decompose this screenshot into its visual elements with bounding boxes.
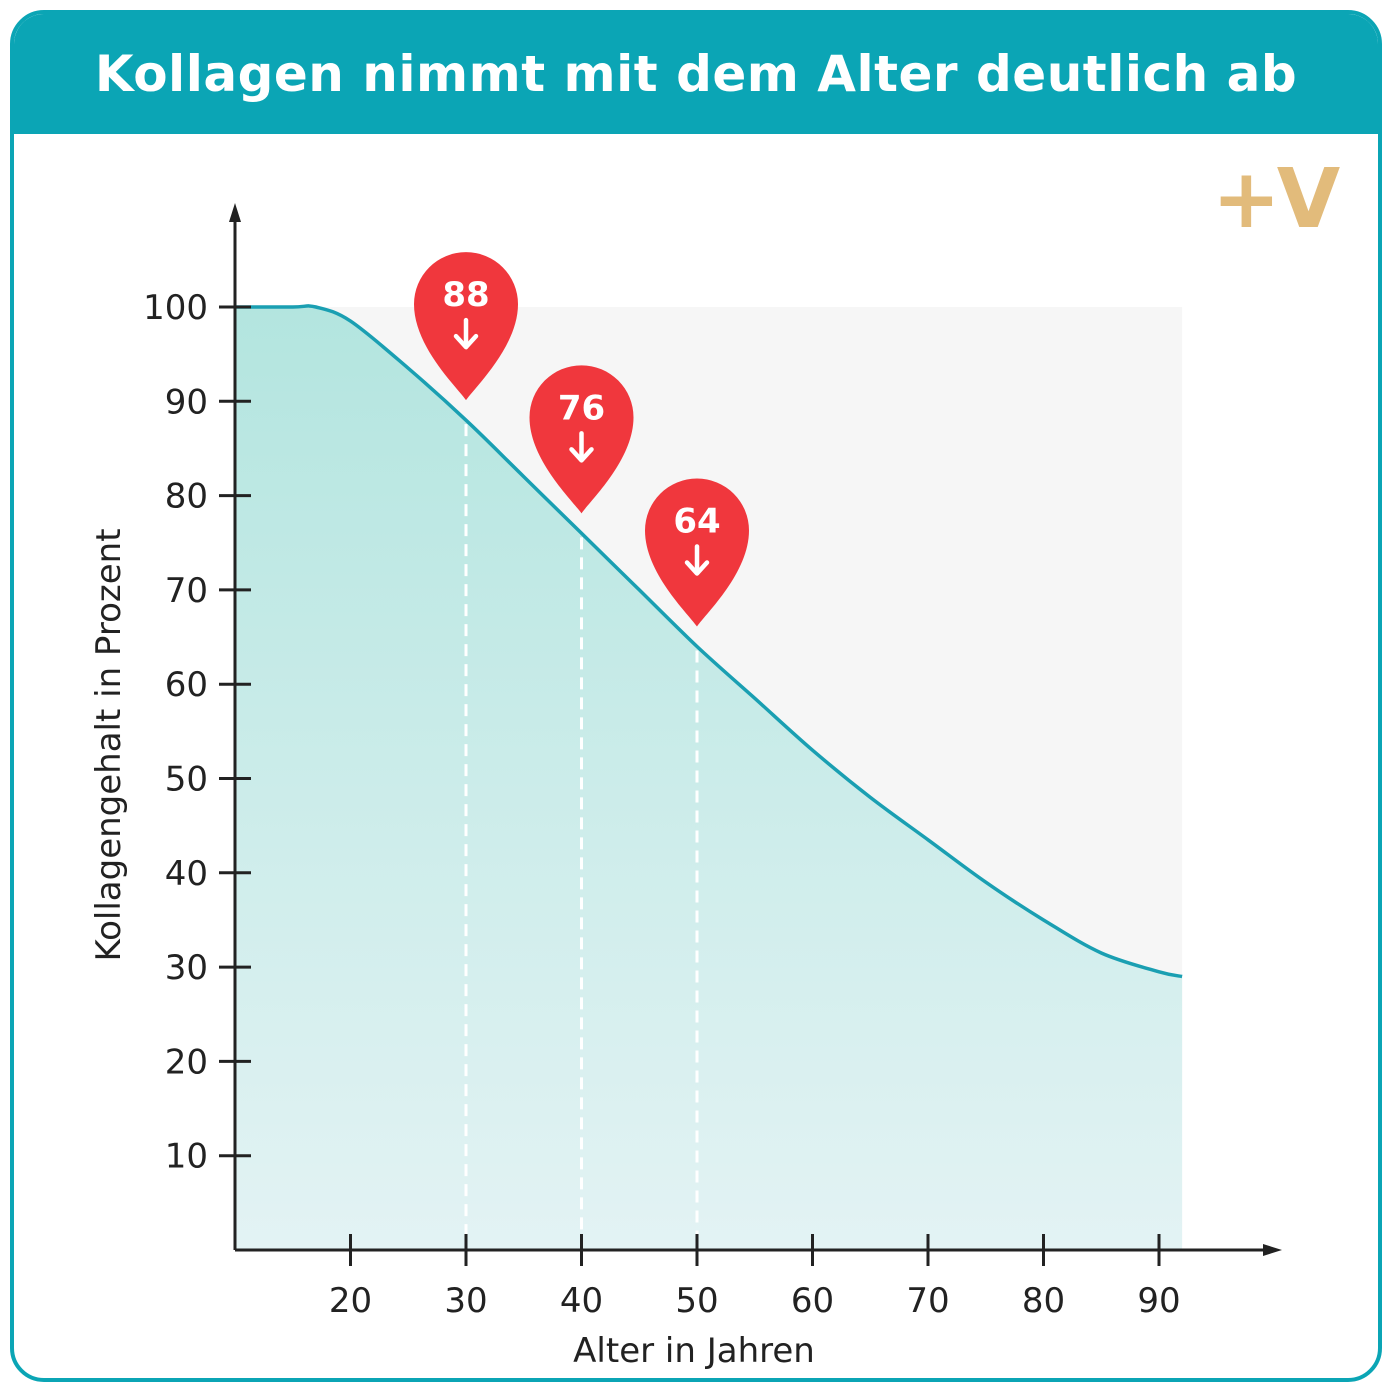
y-tick-label: 50 <box>165 760 208 800</box>
y-tick-label: 70 <box>165 571 208 611</box>
marker-value-label: 88 <box>442 275 489 315</box>
y-tick-label: 90 <box>165 382 208 422</box>
value-marker-64: 64 <box>645 478 749 627</box>
collagen-area-fill <box>235 305 1183 1250</box>
brand-logo: +V <box>1212 152 1340 247</box>
y-tick-label: 10 <box>165 1137 208 1177</box>
y-tick-label: 80 <box>165 477 208 517</box>
x-axis-label: Alter in Jahren <box>573 1331 815 1371</box>
collagen-curve-line <box>234 304 1183 979</box>
x-tick-label: 60 <box>791 1281 834 1321</box>
y-tick-label: 40 <box>165 854 208 894</box>
y-tick-label: 20 <box>165 1042 208 1082</box>
title-banner: Kollagen nimmt mit dem Alter deutlich ab <box>14 14 1378 134</box>
y-axis-label: Kollagengehalt in Prozent <box>89 528 129 961</box>
arrow-down-icon <box>684 544 710 576</box>
y-axis-arrow-icon <box>229 203 241 222</box>
chart-title: Kollagen nimmt mit dem Alter deutlich ab <box>94 45 1298 103</box>
y-tick-label: 30 <box>165 948 208 988</box>
marker-value-label: 64 <box>673 501 720 541</box>
x-tick-label: 40 <box>560 1281 603 1321</box>
value-marker-76: 76 <box>529 365 634 514</box>
x-tick-label: 70 <box>906 1281 949 1321</box>
y-tick-label: 60 <box>165 665 208 705</box>
y-tick-label: 100 <box>143 288 208 328</box>
x-tick-label: 50 <box>675 1281 718 1321</box>
x-tick-label: 30 <box>444 1281 487 1321</box>
value-marker-88: 88 <box>414 252 518 401</box>
arrow-down-icon <box>453 317 479 350</box>
arrow-down-icon <box>569 431 594 463</box>
x-tick-label: 20 <box>329 1281 372 1321</box>
x-axis-arrow-icon <box>1263 1244 1282 1256</box>
x-tick-label: 90 <box>1137 1281 1180 1321</box>
marker-value-label: 76 <box>558 388 605 428</box>
x-tick-label: 80 <box>1022 1281 1065 1321</box>
